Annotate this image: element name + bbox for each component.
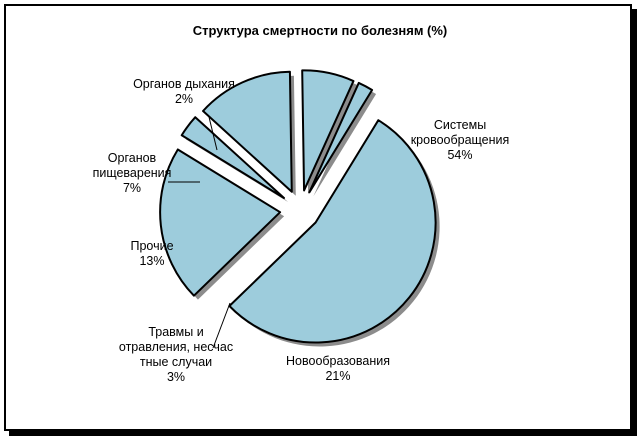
- pie-slice-1: [228, 119, 437, 344]
- pie-slice-5: [301, 69, 355, 192]
- value-label: 54%: [447, 148, 472, 162]
- data-label-5: Органов пищеварения 7%: [93, 151, 172, 195]
- value-label: 3%: [167, 370, 185, 384]
- leader-line-6: [208, 116, 218, 151]
- value-label: 2%: [175, 92, 193, 106]
- leader-line-3: [212, 302, 231, 349]
- data-label-2: Новообразования 21%: [286, 354, 390, 383]
- category-label: Новообразования: [286, 354, 390, 368]
- value-label: 21%: [325, 369, 350, 383]
- chart-frame: [4, 4, 632, 431]
- data-label-6: Органов дыхания 2%: [133, 77, 235, 106]
- data-label-4: Прочие 13%: [130, 239, 173, 268]
- value-label: 13%: [139, 254, 164, 268]
- category-label: тные случаи: [140, 355, 212, 369]
- category-label: Органов дыхания: [133, 77, 235, 91]
- category-label: Органов: [108, 151, 157, 165]
- chart-title: Структура смертности по болезням (%): [193, 23, 448, 38]
- category-label: Травмы и: [148, 325, 203, 339]
- category-label: кровообращения: [411, 133, 510, 147]
- data-label-3: Травмы и отравления, несчас тные случаи 3%: [119, 325, 233, 384]
- frame-shadow-right: [632, 9, 637, 434]
- pie-slice-2: [159, 148, 282, 297]
- category-label: пищеварения: [93, 166, 172, 180]
- slice-shadow: [313, 86, 377, 197]
- pie-slice-3: [180, 116, 286, 199]
- frame-shadow-bottom: [9, 431, 637, 436]
- data-label-1: Системы кровообращения 54%: [411, 118, 510, 162]
- category-label: отравления, несчас: [119, 340, 233, 354]
- value-label: 7%: [123, 181, 141, 195]
- category-label: Системы: [434, 118, 486, 132]
- pie-slice-4: [202, 70, 293, 193]
- pie-slice-6: [308, 81, 374, 194]
- category-label: Прочие: [130, 239, 173, 253]
